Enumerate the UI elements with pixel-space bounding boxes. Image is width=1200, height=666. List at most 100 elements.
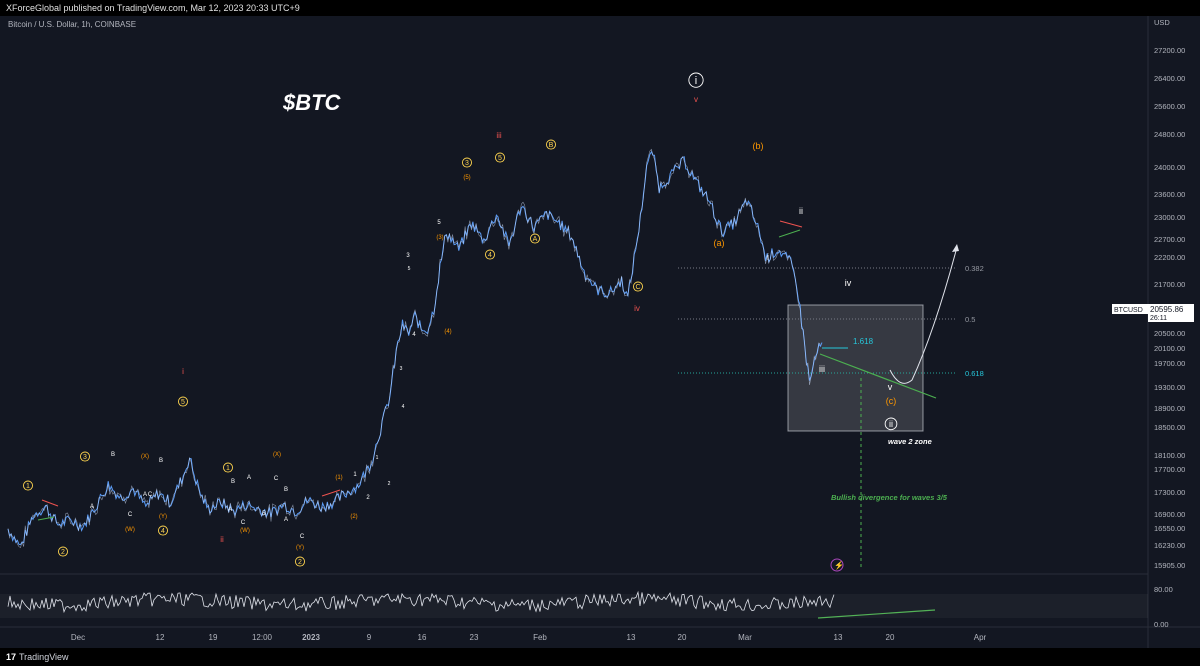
- y-tick-label: 17300.00: [1154, 488, 1185, 497]
- price-candle-highlights: [7, 148, 821, 549]
- wave-label: ii: [799, 206, 803, 216]
- x-tick-label: 20: [886, 633, 895, 642]
- wave-label: iii: [819, 364, 825, 374]
- tradingview-logo-icon: 17: [6, 652, 17, 662]
- y-tick-label: 23600.00: [1154, 190, 1185, 199]
- wave-label-circle: [222, 462, 233, 473]
- y-tick-label: 18100.00: [1154, 451, 1185, 460]
- wave-label: C: [635, 284, 640, 291]
- chart-area: [0, 16, 1148, 648]
- wave-label: (Y): [159, 514, 167, 520]
- wave-label: 1: [226, 465, 230, 472]
- wave-label: (2): [350, 514, 357, 520]
- footer-bar: 17 TradingView: [0, 648, 1200, 666]
- wave-label: 4: [161, 528, 165, 535]
- y-tick-label: 22200.00: [1154, 253, 1185, 262]
- wave-label: A: [247, 475, 251, 481]
- small-green-line-2: [778, 229, 801, 238]
- wave-label: v: [694, 95, 698, 104]
- y-tick-label: 27200.00: [1154, 46, 1185, 55]
- wave-label: 3: [465, 160, 469, 167]
- y-tick-label: 16900.00: [1154, 510, 1185, 519]
- wave-label: 2: [61, 549, 65, 556]
- currency-label: USD: [1154, 18, 1170, 27]
- y-tick-label: 17700.00: [1154, 465, 1185, 474]
- wave-label: 4: [412, 332, 416, 338]
- wave-label: C: [128, 512, 133, 518]
- x-tick-label: Mar: [738, 633, 752, 642]
- wave-label-circle: [177, 396, 188, 407]
- wave-label: iii: [496, 131, 502, 140]
- y-tick-label: 26400.00: [1154, 74, 1185, 83]
- x-tick-label: 13: [834, 633, 843, 642]
- wave-label-circle: [58, 546, 69, 557]
- y-tick-label: 22700.00: [1154, 235, 1185, 244]
- small-red-line-2: [779, 220, 803, 228]
- x-tick-label: 13: [627, 633, 636, 642]
- y-tick-label: 21700.00: [1154, 280, 1185, 289]
- projected-path: [889, 246, 958, 384]
- wave-label: 1: [376, 455, 379, 461]
- wave-label: 3: [406, 253, 410, 259]
- wave-label: A: [533, 236, 538, 243]
- wave-label: 2: [298, 559, 302, 566]
- y-tick-label: 16230.00: [1154, 541, 1185, 550]
- wave-label: 5: [498, 155, 502, 162]
- y-tick-label: 19300.00: [1154, 383, 1185, 392]
- divergence-note: Bullish divergence for waves 3/5: [831, 493, 948, 502]
- osc-level-80: 80.00: [1154, 585, 1173, 594]
- wave-label-circle: [884, 417, 898, 431]
- wave-label: 5: [181, 399, 185, 406]
- wave-label: 4: [488, 252, 492, 259]
- fib-label-0382: 0.382: [965, 264, 984, 273]
- wave-label: C: [241, 520, 246, 526]
- x-tick-label: 16: [418, 633, 427, 642]
- y-tick-label: 15905.00: [1154, 561, 1185, 570]
- x-axis-ticks: Dec 12 19 12:00 2023 9 16 23 Feb 13 20 Mar 13 20 Apr: [71, 633, 987, 642]
- fib-label-05: 0.5: [965, 315, 975, 324]
- wave-label: 5: [437, 220, 441, 226]
- wave-label: (X): [273, 452, 281, 458]
- wave-label-circle: [485, 249, 496, 260]
- y-tick-label: 19700.00: [1154, 359, 1185, 368]
- wave-label: (4): [444, 329, 451, 335]
- wave-label: (3): [436, 235, 443, 241]
- x-tick-label: 12:00: [252, 633, 273, 642]
- wave-label: ii: [889, 419, 893, 429]
- oscillator-line: [7, 590, 835, 614]
- wave-label: 1: [353, 472, 357, 478]
- wave-label: B: [262, 511, 266, 517]
- wave-label: (X): [141, 454, 149, 460]
- symbol-badge: [1112, 304, 1148, 314]
- wave-label-circle: [546, 139, 557, 150]
- wave-label: i: [767, 252, 769, 262]
- y-tick-label: 23000.00: [1154, 213, 1185, 222]
- wave-label-circle: [633, 281, 644, 292]
- wave-label: 3: [400, 366, 403, 372]
- wave-label-circle: [495, 152, 506, 163]
- lightning-marker: [830, 558, 844, 572]
- y-tick-label: 16550.00: [1154, 524, 1185, 533]
- wave-label: (b): [753, 141, 764, 151]
- wave-label: 2: [366, 495, 370, 501]
- osc-level-0: 0.00: [1154, 620, 1169, 629]
- y-tick-label: 18500.00: [1154, 423, 1185, 432]
- wave-label-circle: [157, 525, 168, 536]
- wave-label: 1: [26, 483, 30, 490]
- wave-label-circle: [462, 157, 473, 168]
- extension-label: 1.618: [853, 337, 874, 346]
- projected-arrow: [952, 244, 959, 252]
- price-axis: [1148, 16, 1200, 648]
- y-tick-label: 20100.00: [1154, 344, 1185, 353]
- lightning-icon: ⚡: [834, 560, 844, 570]
- wave-label: 2: [388, 481, 391, 487]
- wave-label: C: [148, 492, 153, 498]
- y-axis-ticks: 27200.00 26400.00 25600.00 24800.00 24000.00…: [1154, 46, 1185, 570]
- wave-label: (c): [886, 396, 897, 406]
- wave-label: B: [284, 487, 288, 493]
- divergence-trendline-osc: [817, 609, 936, 619]
- wave-label: B: [111, 452, 115, 458]
- small-red-line-3: [321, 489, 341, 497]
- wave-label: iv: [845, 278, 852, 288]
